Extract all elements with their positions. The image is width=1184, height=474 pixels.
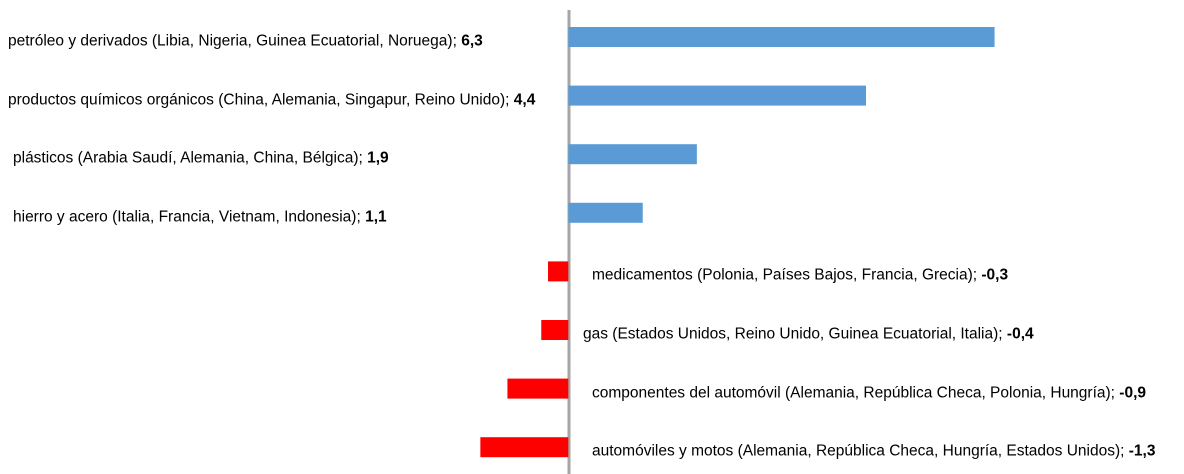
bar-label: hierro y acero (Italia, Francia, Vietnam…	[13, 205, 548, 228]
value-label: -1,3	[1128, 442, 1156, 460]
category-label: hierro y acero (Italia, Francia, Vietnam…	[13, 208, 361, 226]
bar-label: automóviles y motos (Alemania, República…	[592, 440, 1167, 463]
bar-label: medicamentos (Polonia, Países Bajos, Fra…	[592, 264, 1167, 287]
value-label: 1,1	[365, 208, 387, 226]
value-label: -0,3	[981, 266, 1009, 284]
category-label: plásticos (Arabia Saudí, Alemania, China…	[13, 149, 363, 167]
category-label: medicamentos (Polonia, Países Bajos, Fra…	[592, 266, 978, 284]
bar-label: plásticos (Arabia Saudí, Alemania, China…	[13, 147, 548, 170]
value-label: 6,3	[461, 32, 483, 50]
bar	[541, 320, 569, 340]
bar	[568, 144, 697, 165]
category-label: productos químicos orgánicos (China, Ale…	[8, 91, 510, 109]
bar-label: productos químicos orgánicos (China, Ale…	[8, 88, 543, 111]
bar	[507, 378, 569, 399]
category-label: petróleo y derivados (Libia, Nigeria, Gu…	[8, 32, 457, 50]
bar	[548, 261, 569, 282]
bar	[568, 202, 643, 223]
value-label: -0,4	[1006, 325, 1034, 343]
bar	[568, 85, 867, 106]
bar-label: componentes del automóvil (Alemania, Rep…	[592, 381, 1167, 404]
bar-label: gas (Estados Unidos, Reino Unido, Guinea…	[583, 323, 1158, 346]
bar	[480, 437, 569, 458]
value-label: 4,4	[513, 91, 536, 109]
bar-label: petróleo y derivados (Libia, Nigeria, Gu…	[8, 30, 543, 53]
value-label: 1,9	[367, 149, 389, 167]
value-label: -0,9	[1119, 384, 1147, 402]
category-label: automóviles y motos (Alemania, República…	[592, 442, 1125, 460]
bar	[568, 27, 995, 47]
category-label: componentes del automóvil (Alemania, Rep…	[592, 384, 1115, 402]
category-label: gas (Estados Unidos, Reino Unido, Guinea…	[583, 325, 1003, 343]
